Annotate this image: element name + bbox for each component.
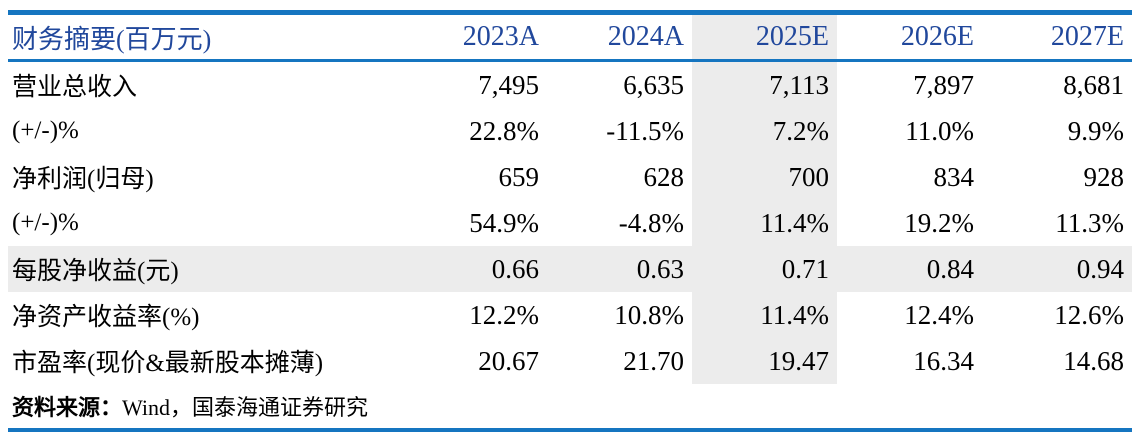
- table-row-revenue-growth: (+/-)% 22.8% -11.5% 7.2% 11.0% 9.9%: [8, 108, 1132, 154]
- table-row-eps: 每股净收益(元) 0.66 0.63 0.71 0.84 0.94: [8, 246, 1132, 292]
- metric-value: 20.67: [478, 345, 539, 376]
- metric-value: 0.63: [547, 246, 692, 292]
- metric-value: 659: [498, 161, 540, 192]
- metric-label: 每股净收益(元): [8, 246, 402, 292]
- metric-value: 19.47: [692, 338, 837, 384]
- metric-value: 12.6%: [1054, 299, 1124, 330]
- metric-value: 10.8%: [614, 299, 684, 330]
- metric-value: 22.8%: [469, 115, 539, 146]
- table-row-net-profit: 净利润(归母) 659 628 700 834 928: [8, 154, 1132, 200]
- metric-value: 12.4%: [904, 299, 974, 330]
- table-row-revenue: 营业总收入 7,495 6,635 7,113 7,897 8,681: [8, 60, 1132, 108]
- metric-value: 8,681: [1063, 69, 1124, 100]
- metric-value: 628: [643, 161, 685, 192]
- metric-value: 0.71: [692, 246, 837, 292]
- metric-value: 12.2%: [469, 299, 539, 330]
- metric-value: 7,495: [478, 69, 539, 100]
- metric-value: 16.34: [913, 345, 974, 376]
- column-header-2026e: 2026E: [837, 12, 982, 62]
- table-row-roe: 净资产收益率(%) 12.2% 10.8% 11.4% 12.4% 12.6%: [8, 292, 1132, 338]
- metric-value: 7.2%: [692, 108, 837, 154]
- metric-value: 11.4%: [692, 200, 837, 246]
- metric-value: 0.94: [982, 246, 1132, 292]
- table-title: 财务摘要(百万元): [8, 12, 402, 62]
- metric-value: 700: [692, 154, 837, 200]
- table-row-pe: 市盈率(现价&最新股本摊薄) 20.67 21.70 19.47 16.34 1…: [8, 338, 1132, 384]
- metric-value: -11.5%: [606, 115, 684, 146]
- metric-value: 21.70: [623, 345, 684, 376]
- column-header-2023a: 2023A: [402, 12, 547, 62]
- source-row: 资料来源：Wind，国泰海通证券研究: [8, 384, 1132, 430]
- metric-value: 54.9%: [469, 207, 539, 238]
- header-row: 财务摘要(百万元) 2023A 2024A 2025E 2026E 2027E: [8, 12, 1132, 62]
- metric-value: 834: [933, 161, 975, 192]
- metric-label: 市盈率(现价&最新股本摊薄): [12, 350, 324, 377]
- source-note: 资料来源：Wind，国泰海通证券研究: [8, 384, 1132, 430]
- source-label: 资料来源：: [12, 395, 123, 420]
- source-text: Wind，国泰海通证券研究: [122, 395, 369, 420]
- financial-summary-table: 财务摘要(百万元) 2023A 2024A 2025E 2026E 2027E …: [8, 10, 1132, 432]
- column-header-2027e: 2027E: [982, 12, 1132, 62]
- metric-label: 营业总收入: [12, 74, 138, 101]
- metric-value: -4.8%: [618, 207, 684, 238]
- metric-value: 11.4%: [692, 292, 837, 338]
- metric-value: 14.68: [1063, 345, 1124, 376]
- metric-value: 0.84: [837, 246, 982, 292]
- metric-label: (+/-)%: [12, 209, 79, 236]
- metric-value: 0.66: [402, 246, 547, 292]
- metric-value: 11.3%: [1055, 207, 1124, 238]
- metric-value: 19.2%: [904, 207, 974, 238]
- metric-value: 9.9%: [1067, 115, 1124, 146]
- column-header-2024a: 2024A: [547, 12, 692, 62]
- metric-value: 11.0%: [905, 115, 974, 146]
- metric-label: 净利润(归母): [12, 166, 154, 193]
- metric-label: (+/-)%: [12, 117, 79, 144]
- metric-label: 净资产收益率(%): [12, 304, 200, 331]
- metric-value: 7,897: [913, 69, 974, 100]
- metric-value: 928: [1083, 161, 1125, 192]
- metric-value: 6,635: [623, 69, 684, 100]
- metric-value: 7,113: [692, 60, 837, 108]
- column-header-2025e: 2025E: [692, 12, 837, 62]
- table-row-profit-growth: (+/-)% 54.9% -4.8% 11.4% 19.2% 11.3%: [8, 200, 1132, 246]
